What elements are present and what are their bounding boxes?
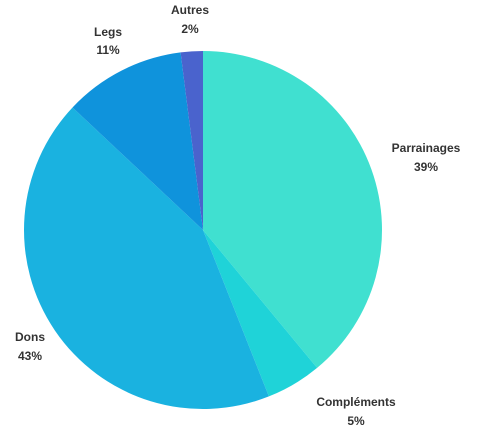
slice-parrainages [203, 51, 382, 368]
slice-label-parrainages: Parrainages [392, 141, 461, 155]
slice-value-parrainages: 39% [414, 160, 438, 174]
pie-slices [24, 51, 382, 409]
slice-autres [180, 51, 203, 230]
pie-labels: Parrainages 39% Compléments 5% Dons 43% Legs 11… [15, 3, 461, 428]
slice-label-complements: Compléments [316, 395, 396, 409]
slice-complements [203, 230, 318, 397]
slice-dons [24, 107, 269, 409]
slice-value-dons: 43% [18, 349, 42, 363]
slice-legs [72, 52, 203, 230]
slice-value-legs: 11% [96, 43, 120, 57]
slice-value-autres: 2% [181, 22, 199, 36]
slice-label-legs: Legs [94, 25, 122, 39]
slice-value-complements: 5% [347, 414, 365, 428]
slice-label-dons: Dons [15, 330, 45, 344]
slice-label-autres: Autres [171, 3, 209, 17]
